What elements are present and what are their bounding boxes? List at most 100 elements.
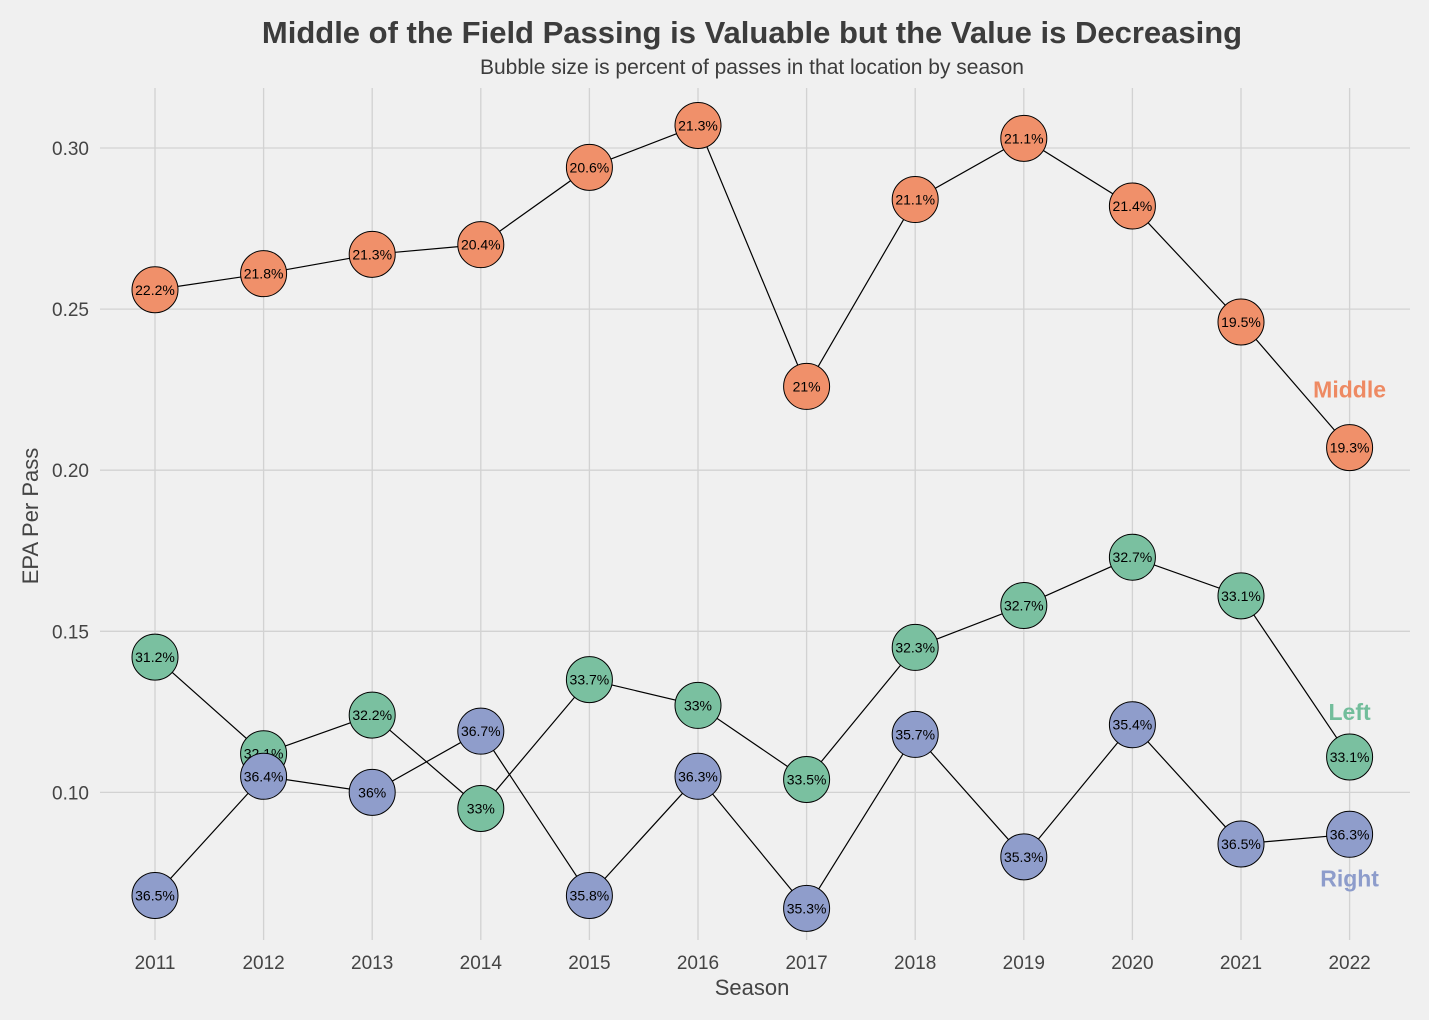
bubble-label-left: 33.1%: [1330, 749, 1370, 765]
x-tick-label: 2022: [1328, 953, 1370, 974]
series-name-middle: Middle: [1313, 377, 1386, 403]
bubble-right: [240, 752, 288, 800]
bubble-label-right: 36.5%: [1221, 836, 1261, 852]
x-axis-ticks: 2011 2012 2013 2014 2015 2016 2017 2018 2019 2020…: [135, 953, 1371, 974]
bubble-label-middle: 21.3%: [352, 246, 392, 262]
bubble-label-left: 32.2%: [352, 707, 392, 723]
bubble-middle: [783, 362, 831, 410]
bubble-left: [1108, 533, 1156, 581]
bubble-label-middle: 21.8%: [244, 266, 284, 282]
bubble-middle: [240, 250, 288, 298]
y-tick-label: 0.30: [52, 139, 89, 160]
bubble-right: [565, 872, 613, 920]
bubble-label-middle: 21%: [793, 378, 821, 394]
bubble-right: [1217, 820, 1265, 868]
bubble-label-middle: 20.6%: [570, 159, 610, 175]
bubble-middle: [1000, 114, 1048, 162]
bubble-left: [674, 681, 722, 729]
x-tick-label: 2013: [351, 953, 393, 974]
series-line-left: [154, 556, 1351, 810]
bubble-left: [457, 785, 505, 833]
x-tick-label: 2019: [1003, 953, 1045, 974]
bubble-left: [1217, 572, 1265, 620]
bubble-label-left: 33.5%: [787, 772, 827, 788]
x-tick-label: 2011: [135, 953, 176, 974]
vertical-gridlines: [154, 88, 1351, 940]
x-tick-label: 2021: [1220, 953, 1262, 974]
bubble-left: [1326, 733, 1374, 781]
bubble-label-left: 32.3%: [895, 639, 935, 655]
bubble-label-middle: 21.1%: [895, 192, 935, 208]
bubble-middle: [457, 221, 505, 269]
bubble-right: [674, 752, 722, 800]
bubble-right: [783, 884, 831, 932]
x-axis-label: Season: [715, 975, 790, 1000]
bubble-label-right: 36%: [358, 784, 386, 800]
bubble-label-left: 33.7%: [570, 672, 610, 688]
y-tick-label: 0.20: [52, 461, 89, 482]
bubble-label-left: 32.7%: [1004, 598, 1044, 614]
bubble-left: [348, 691, 396, 739]
bubble-label-left: 33.1%: [1221, 588, 1261, 604]
bubble-label-right: 35.7%: [895, 726, 935, 742]
bubble-label-right: 36.7%: [461, 723, 501, 739]
y-tick-label: 0.15: [52, 622, 89, 643]
bubble-label-right: 35.3%: [787, 900, 827, 916]
bubble-label-right: 35.4%: [1113, 717, 1153, 733]
chart-title: Middle of the Field Passing is Valuable …: [262, 15, 1242, 50]
bubble-label-middle: 20.4%: [461, 237, 501, 253]
bubble-label-middle: 21.1%: [1004, 130, 1044, 146]
bubble-label-middle: 19.3%: [1330, 440, 1370, 456]
y-axis-label: EPA Per Pass: [18, 448, 43, 585]
bubble-label-right: 36.3%: [1330, 826, 1370, 842]
horizontal-gridlines: [100, 147, 1410, 794]
bubble-right: [457, 707, 505, 755]
bubble-label-right: 35.8%: [570, 888, 610, 904]
bubble-left: [565, 656, 613, 704]
y-tick-label: 0.25: [52, 300, 89, 321]
bubble-middle: [131, 266, 179, 314]
bubble-left: [783, 756, 831, 804]
x-tick-label: 2014: [460, 953, 503, 974]
series-line-right: [154, 723, 1350, 910]
x-tick-label: 2017: [785, 953, 827, 974]
bubble-left: [131, 633, 179, 681]
bubble-middle: [674, 101, 722, 149]
x-tick-label: 2020: [1111, 953, 1153, 974]
bubble-label-right: 35.3%: [1004, 849, 1044, 865]
bubble-label-right: 36.5%: [135, 888, 175, 904]
series-name-left: Left: [1329, 699, 1372, 725]
bubble-label-left: 31.2%: [135, 649, 175, 665]
bubble-right: [131, 872, 179, 920]
series-name-labels: Middle Left Right: [1313, 377, 1386, 892]
bubble-left: [891, 623, 939, 671]
bubble-label-left: 33%: [684, 697, 712, 713]
bubble-label-left: 32.7%: [1113, 549, 1153, 565]
series-name-right: Right: [1320, 865, 1379, 891]
x-tick-label: 2012: [242, 953, 284, 974]
x-tick-label: 2015: [568, 953, 610, 974]
bubble-left: [1000, 582, 1048, 630]
bubble-middle: [1217, 298, 1265, 346]
x-tick-label: 2018: [894, 953, 936, 974]
bubble-middle: [1108, 182, 1156, 230]
bubble-right: [1000, 833, 1048, 881]
x-tick-label: 2016: [677, 953, 719, 974]
bubble-label-right: 36.4%: [244, 768, 284, 784]
bubble-label-left: 33%: [467, 801, 495, 817]
bubble-right: [891, 710, 939, 758]
bubble-right: [1108, 701, 1156, 749]
bubble-label-middle: 21.3%: [678, 117, 718, 133]
bubble-right: [1326, 810, 1374, 858]
bubble-label-middle: 21.4%: [1113, 198, 1153, 214]
bubble-middle: [1326, 424, 1374, 472]
series-line-middle: [154, 124, 1351, 449]
bubble-label-middle: 22.2%: [135, 282, 175, 298]
bubbles: 22.2% 21.8% 21.3% 20.4% 20.6% 21.3% 21% 21.1% 21…: [131, 101, 1374, 932]
bubble-middle: [348, 230, 396, 278]
bubble-right: [348, 768, 396, 816]
y-axis-ticks: 0.10 0.15 0.20 0.25 0.30: [52, 139, 89, 804]
bubble-middle: [891, 176, 939, 224]
bubble-middle: [565, 143, 613, 191]
